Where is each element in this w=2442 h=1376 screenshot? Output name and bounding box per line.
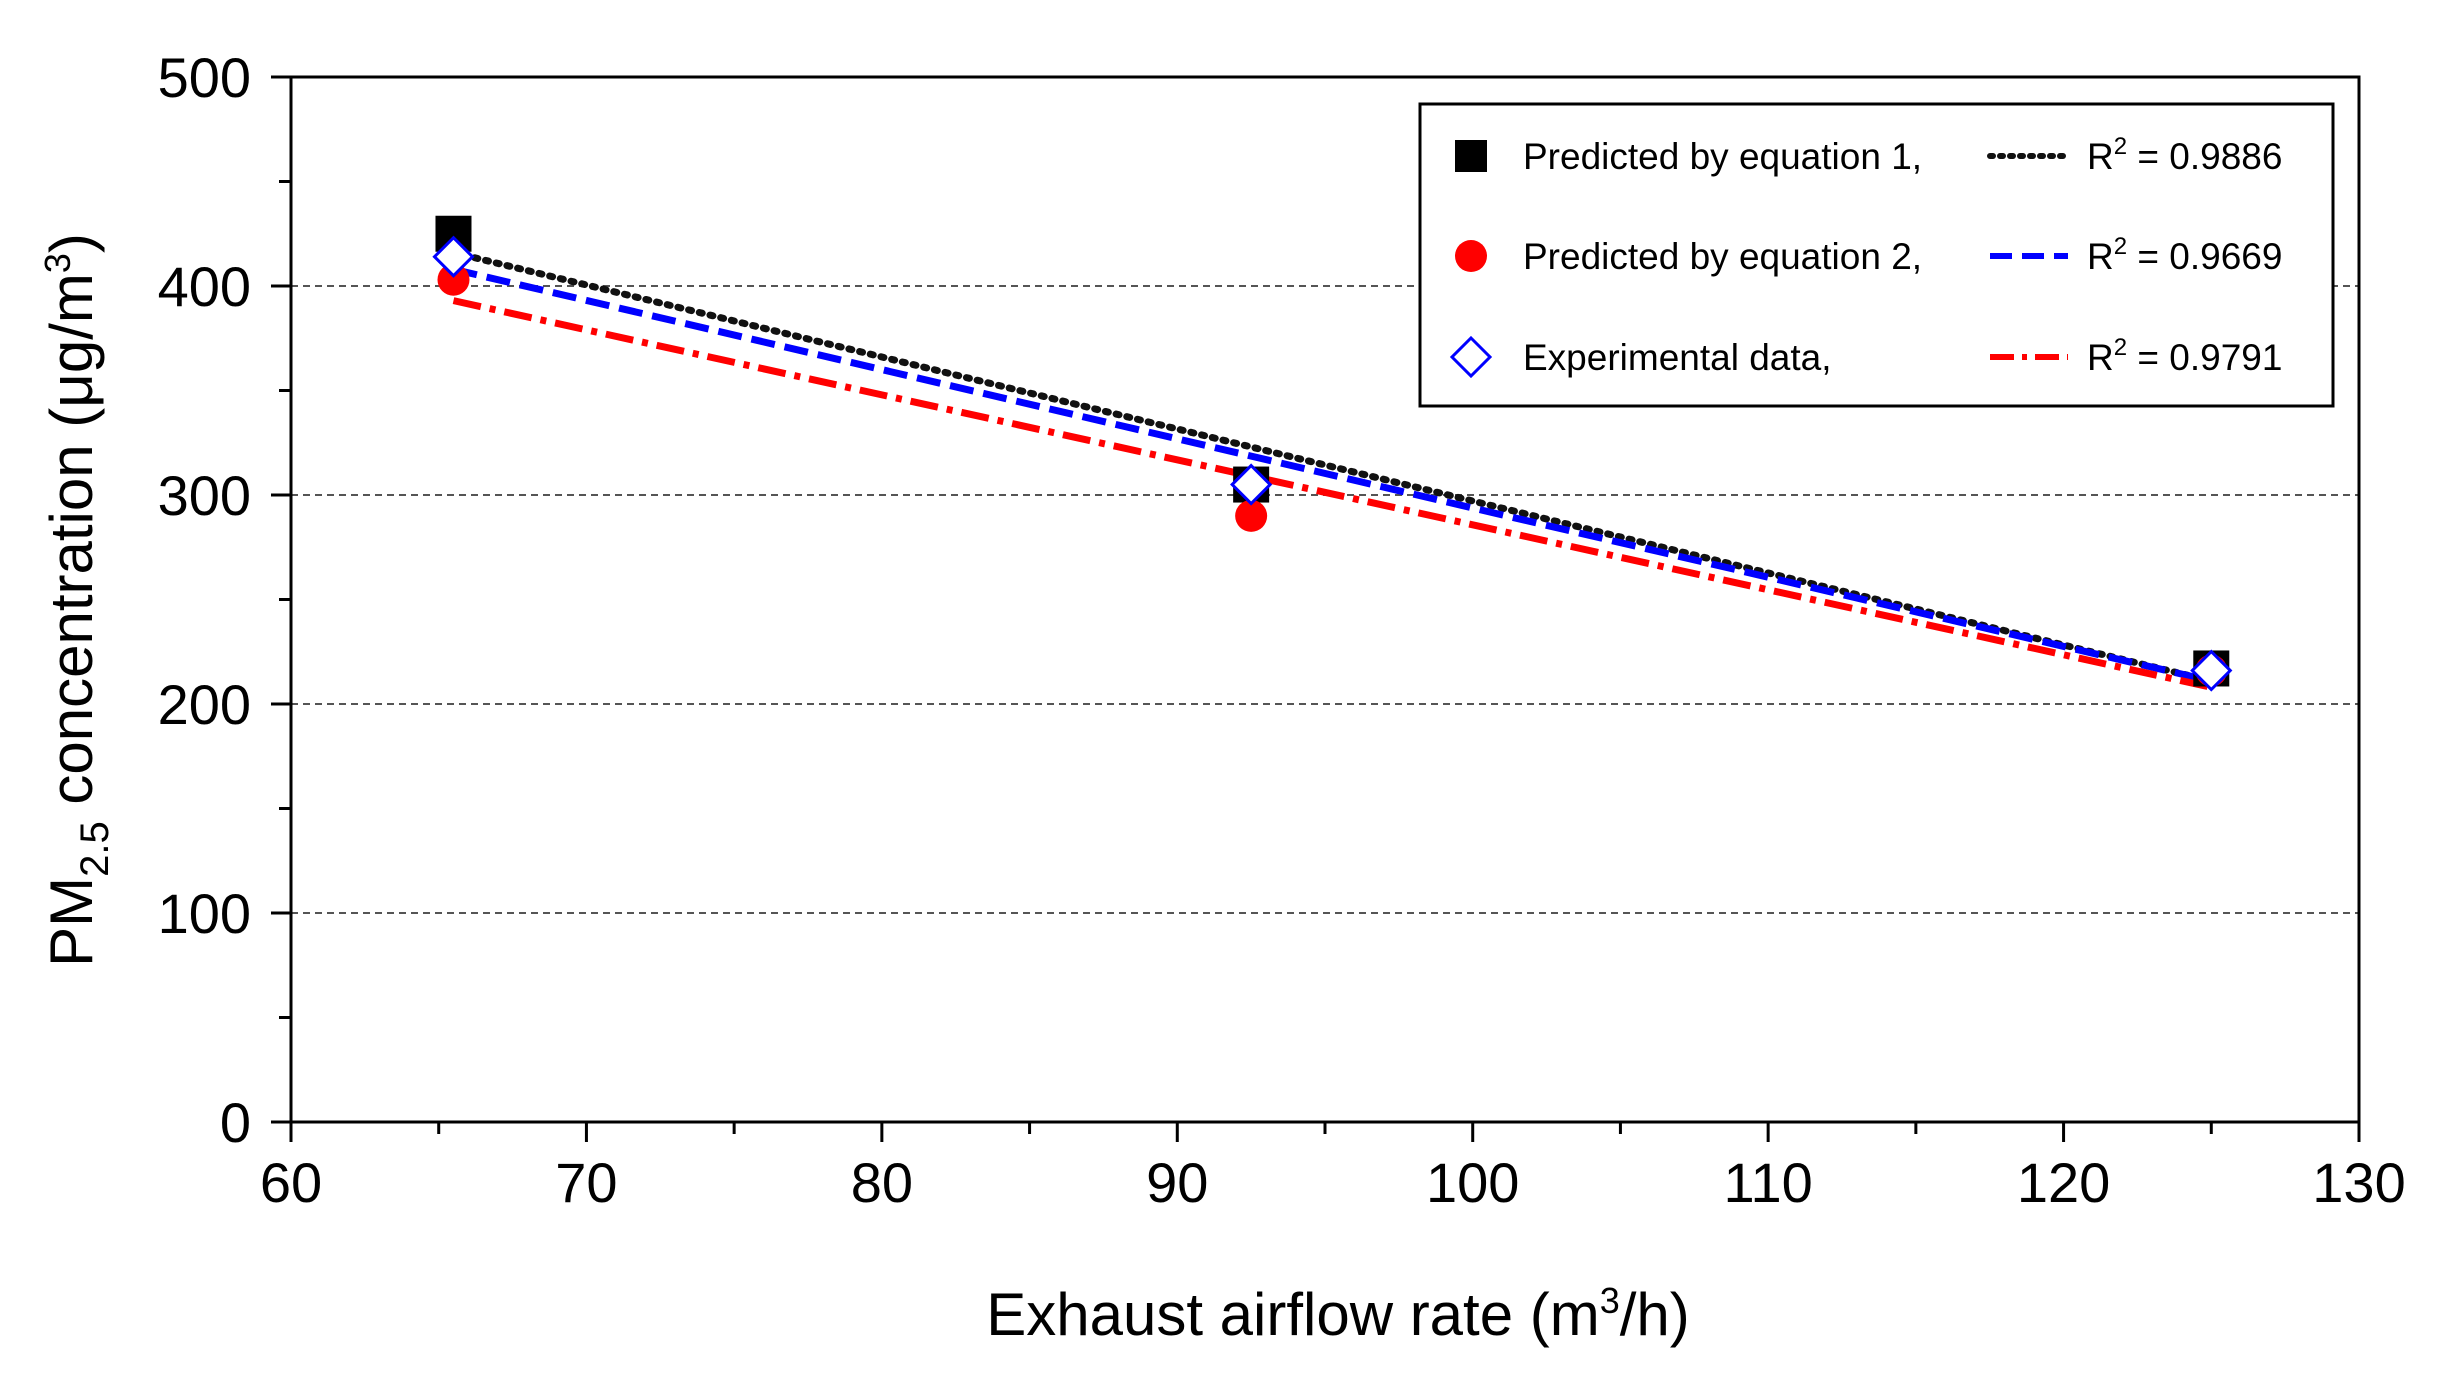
data-point-diamond [2190, 649, 2233, 692]
y-tick-label: 400 [158, 255, 251, 318]
legend-r2-equation-2: R2 = 0.9669 [2087, 233, 2282, 277]
fit-lines [449, 249, 2215, 691]
legend-label-equation-1: Predicted by equation 1, [1523, 136, 1922, 177]
x-tick-label: 130 [2312, 1151, 2405, 1214]
y-tick-label: 0 [220, 1091, 251, 1154]
legend: Predicted by equation 1, R2 = 0.9886 Pre… [1418, 102, 2335, 408]
x-tick-label: 60 [260, 1151, 322, 1214]
x-tick-label: 110 [1724, 1151, 1813, 1214]
legend-marker-square [1455, 140, 1487, 172]
y-tick-label: 100 [158, 882, 251, 945]
legend-label-experimental: Experimental data, [1523, 337, 1832, 378]
y-tick-label: 200 [158, 673, 251, 736]
data-point-circle [437, 263, 470, 296]
x-axis-title: Exhaust airflow rate (m3/h) [986, 1280, 1690, 1348]
x-tick-label: 70 [555, 1151, 617, 1214]
axis-ticks [271, 75, 2361, 1142]
x-tick-label: 120 [2017, 1151, 2110, 1214]
x-tick-label: 100 [1426, 1151, 1519, 1214]
legend-r2-equation-1: R2 = 0.9886 [2087, 133, 2282, 177]
data-point-circle [1235, 499, 1268, 532]
axis-tick-labels: 60 70 80 90 100 110 120 130 0 100 200 300 400 500 [158, 46, 2406, 1214]
y-tick-label: 300 [158, 464, 251, 527]
legend-marker-diamond [1449, 335, 1493, 379]
legend-label-equation-2: Predicted by equation 2, [1523, 236, 1922, 277]
x-tick-label: 90 [1146, 1151, 1208, 1214]
legend-marker-circle [1455, 240, 1487, 272]
fit-line-dashed [452, 265, 2213, 685]
fit-line-dashdot [452, 297, 2213, 691]
legend-r2-experimental: R2 = 0.9791 [2087, 334, 2282, 378]
data-point-diamond [432, 235, 475, 278]
x-tick-label: 80 [851, 1151, 913, 1214]
legend-box [1418, 102, 2335, 408]
y-tick-label: 500 [158, 46, 251, 109]
y-axis-title: PM2.5 concentration (μg/m3) [37, 233, 117, 967]
data-markers [432, 215, 2233, 692]
data-point-diamond [1230, 463, 1273, 506]
